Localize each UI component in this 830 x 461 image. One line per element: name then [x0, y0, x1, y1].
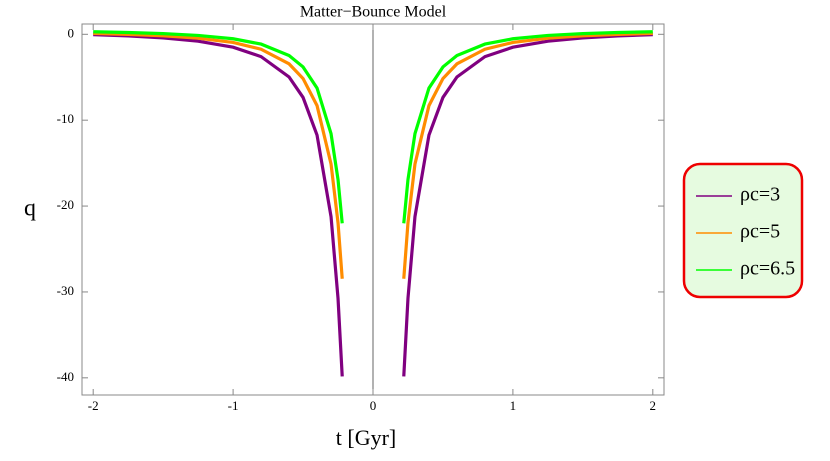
legend-label: ρc=6.5 [740, 258, 795, 280]
data-line [93, 30, 653, 224]
y-axis-label: q [24, 196, 36, 222]
y-tick-label: -40 [57, 369, 74, 384]
y-tick-label: -20 [57, 197, 74, 212]
x-tick-label: -2 [88, 398, 99, 413]
data-line [93, 31, 653, 279]
legend-label: ρc=3 [740, 184, 780, 206]
legend-label: ρc=5 [740, 221, 780, 243]
data-line [93, 33, 653, 377]
y-tick-label: -30 [57, 283, 74, 298]
y-tick-label: 0 [68, 25, 75, 40]
y-tick-label: -10 [57, 111, 74, 126]
x-tick-label: 2 [650, 398, 657, 413]
chart-title: Matter−Bounce Model [300, 4, 447, 21]
x-tick-label: 0 [370, 398, 377, 413]
x-axis-label: t [Gyr] [336, 425, 396, 450]
legend-box [682, 162, 804, 299]
x-tick-label: 1 [510, 398, 517, 413]
x-tick-label: -1 [228, 398, 239, 413]
